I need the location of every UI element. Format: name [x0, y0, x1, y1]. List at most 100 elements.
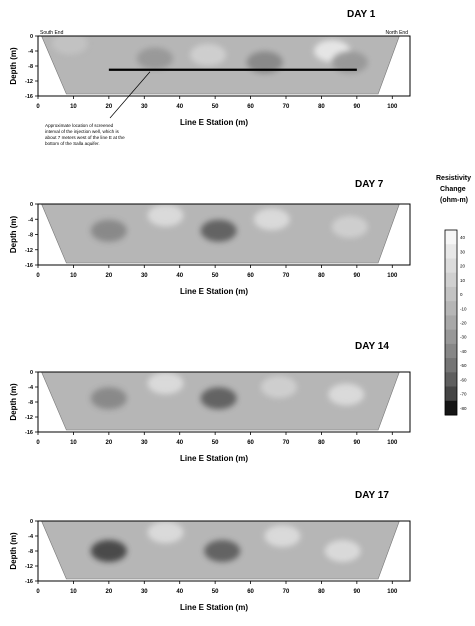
y-tick-label: 0 — [30, 519, 33, 525]
resistivity-anomaly — [90, 387, 127, 410]
resistivity-anomaly — [51, 36, 88, 55]
resistivity-section — [41, 36, 400, 94]
x-tick-label: 0 — [36, 273, 40, 279]
resistivity-anomaly — [264, 525, 301, 547]
x-tick-label: 80 — [318, 440, 325, 446]
x-tick-label: 20 — [106, 589, 113, 595]
y-tick-label: -8 — [28, 233, 33, 239]
chart-title: DAY 7 — [355, 179, 384, 190]
x-tick-label: 50 — [212, 589, 219, 595]
y-axis-label: Depth (m) — [9, 47, 18, 85]
resistivity-anomaly — [331, 51, 368, 74]
x-tick-label: 50 — [212, 273, 219, 279]
colorbar-tick-label: -60 — [460, 377, 467, 382]
x-tick-label: 60 — [247, 440, 254, 446]
resistivity-anomaly — [331, 215, 368, 238]
x-tick-label: 10 — [70, 104, 77, 110]
x-tick-label: 20 — [106, 440, 113, 446]
resistivity-anomaly — [90, 540, 127, 562]
x-tick-label: 40 — [176, 589, 183, 595]
x-tick-label: 10 — [70, 589, 77, 595]
y-tick-label: -4 — [28, 217, 34, 223]
x-tick-label: 30 — [141, 589, 148, 595]
colorbar-swatch — [445, 244, 457, 259]
resistivity-anomaly — [147, 204, 184, 227]
y-tick-label: -12 — [25, 415, 33, 421]
y-tick-label: 0 — [30, 202, 33, 208]
resistivity-anomaly — [324, 540, 361, 562]
colorbar-swatch — [445, 272, 457, 288]
x-tick-label: 90 — [354, 273, 361, 279]
x-tick-label: 50 — [212, 104, 219, 110]
x-tick-label: 100 — [387, 440, 398, 446]
colorbar-tick-label: 0 — [460, 292, 463, 297]
x-tick-label: 10 — [70, 440, 77, 446]
resistivity-anomaly — [147, 521, 184, 544]
colorbar-swatch — [445, 329, 457, 345]
x-tick-label: 30 — [141, 440, 148, 446]
y-tick-label: -4 — [28, 534, 34, 540]
colorbar-swatch — [445, 343, 457, 359]
x-tick-label: 90 — [354, 104, 361, 110]
y-tick-label: -16 — [25, 263, 33, 269]
chart-title: DAY 17 — [355, 490, 389, 501]
y-tick-label: -8 — [28, 549, 33, 555]
colorbar: Resistivity Change (ohm-m) 40 30 20 10 0 -10 -20 -… — [436, 175, 471, 416]
x-tick-label: 50 — [212, 440, 219, 446]
x-tick-label: 0 — [36, 589, 40, 595]
x-axis-label: Line E Station (m) — [180, 287, 248, 296]
colorbar-swatch — [445, 258, 457, 274]
x-tick-label: 80 — [318, 273, 325, 279]
colorbar-tick-label: -10 — [460, 306, 467, 311]
x-tick-label: 60 — [247, 273, 254, 279]
colorbar-tick-label: -30 — [460, 335, 467, 340]
y-tick-label: -16 — [25, 94, 33, 100]
chart-panel-1: DAY 1 0 10 20 30 40 50 60 70 80 90 100 0 -4 -8 -12 -16 Li… — [9, 9, 411, 146]
x-tick-label: 90 — [354, 589, 361, 595]
x-tick-label: 60 — [247, 104, 254, 110]
x-tick-label: 100 — [387, 273, 398, 279]
y-tick-label: -8 — [28, 64, 33, 70]
x-tick-label: 70 — [283, 273, 290, 279]
colorbar-title: Resistivity — [436, 175, 471, 182]
x-tick-label: 70 — [283, 589, 290, 595]
colorbar-swatch — [445, 315, 457, 331]
x-tick-label: 70 — [283, 440, 290, 446]
x-tick-label: 100 — [387, 589, 398, 595]
y-axis-label: Depth (m) — [9, 532, 18, 570]
chart-title: DAY 14 — [355, 341, 389, 352]
y-axis-label: Depth (m) — [9, 216, 18, 254]
chart-panel-3: DAY 14 0 10 20 30 40 50 60 70 80 90 100 0 -4 -8 -12 -16 L… — [9, 341, 411, 463]
x-axis-label: Line E Station (m) — [180, 118, 248, 127]
colorbar-swatch — [445, 372, 457, 388]
y-tick-label: -4 — [28, 49, 34, 55]
y-tick-label: 0 — [30, 370, 33, 376]
x-tick-label: 10 — [70, 273, 77, 279]
y-tick-label: -8 — [28, 400, 33, 406]
y-tick-label: -4 — [28, 385, 34, 391]
resistivity-anomaly — [260, 376, 297, 398]
y-tick-label: -12 — [25, 248, 33, 254]
chart-panel-4: DAY 17 0 10 20 30 40 50 60 70 80 90 100 0 -4 -8 -12 -16 L… — [9, 490, 411, 612]
x-tick-label: 0 — [36, 440, 40, 446]
colorbar-swatch — [445, 286, 457, 302]
resistivity-anomaly — [328, 383, 365, 406]
colorbar-tick-label: -20 — [460, 321, 467, 326]
x-tick-label: 0 — [36, 104, 40, 110]
colorbar-swatch — [445, 400, 457, 416]
y-axis-label: Depth (m) — [9, 383, 18, 421]
x-axis-label: Line E Station (m) — [180, 603, 248, 612]
colorbar-tick-label: -70 — [460, 392, 467, 397]
resistivity-anomaly — [253, 208, 290, 231]
colorbar-tick-label: 40 — [460, 235, 466, 240]
y-tick-label: -16 — [25, 430, 33, 436]
colorbar-tick-label: 30 — [460, 249, 466, 254]
x-tick-label: 40 — [176, 104, 183, 110]
y-tick-label: -16 — [25, 579, 33, 585]
x-tick-label: 40 — [176, 440, 183, 446]
chart-panel-2: DAY 7 0 10 20 30 40 50 60 70 80 90 100 0 -4 -8 -12 -16 Li… — [9, 179, 411, 296]
annotation-leader — [109, 71, 151, 119]
x-tick-label: 80 — [318, 104, 325, 110]
south-end-label: South End — [40, 30, 64, 36]
x-tick-label: 30 — [141, 104, 148, 110]
